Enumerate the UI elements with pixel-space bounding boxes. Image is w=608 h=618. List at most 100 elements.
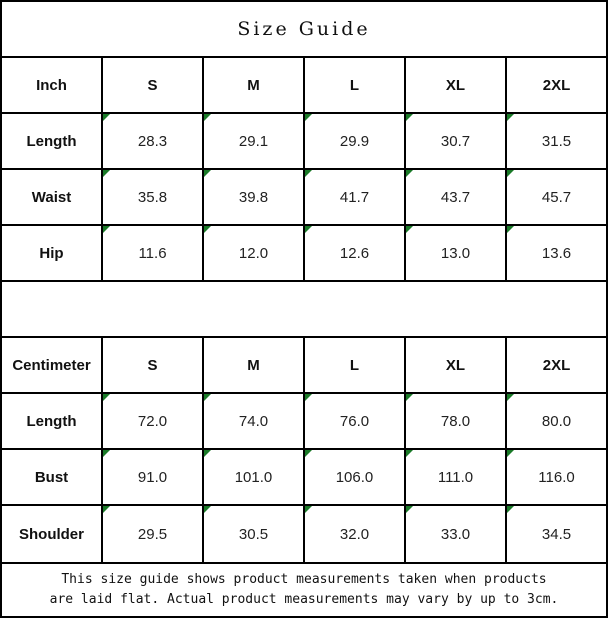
inch-row-label-length: Length — [2, 114, 103, 168]
green-corner-flag-icon — [507, 170, 514, 177]
centimeter-shoulder-xl: 33.0 — [406, 506, 507, 562]
green-corner-flag-icon — [305, 114, 312, 121]
centimeter-shoulder-2xl: 34.5 — [507, 506, 606, 562]
cell-value: 33.0 — [440, 525, 471, 543]
size-guide-footnote: This size guide shows product measuremen… — [2, 562, 606, 616]
green-corner-flag-icon — [507, 394, 514, 401]
green-corner-flag-icon — [103, 394, 110, 401]
cell-value: 31.5 — [541, 132, 572, 150]
cell-value: 12.6 — [339, 244, 370, 262]
green-corner-flag-icon — [204, 226, 211, 233]
inch-row-label-hip: Hip — [2, 226, 103, 280]
centimeter-col-header-2xl: 2XL — [542, 356, 571, 374]
inch-waist-xl: 43.7 — [406, 170, 507, 224]
cell-value: 29.9 — [339, 132, 370, 150]
cell-value: 13.6 — [541, 244, 572, 262]
centimeter-table: Centimeter S M L XL 2XL Length 72.0 74.0… — [2, 338, 606, 562]
centimeter-shoulder-m: 30.5 — [204, 506, 305, 562]
centimeter-row-label-bust: Bust — [2, 450, 103, 504]
green-corner-flag-icon — [507, 226, 514, 233]
table-row: Waist 35.8 39.8 41.7 43.7 45.7 — [2, 170, 606, 226]
green-corner-flag-icon — [406, 226, 413, 233]
inch-hip-l: 12.6 — [305, 226, 406, 280]
green-corner-flag-icon — [305, 226, 312, 233]
inch-col-header-2xl: 2XL — [542, 76, 571, 94]
green-corner-flag-icon — [305, 170, 312, 177]
inch-length-2xl: 31.5 — [507, 114, 606, 168]
table-row: Length 28.3 29.1 29.9 30.7 31.5 — [2, 114, 606, 170]
cell-value: 30.7 — [440, 132, 471, 150]
inch-table: Inch S M L XL 2XL Length 28.3 29.1 29.9 … — [2, 58, 606, 282]
table-row: Length 72.0 74.0 76.0 78.0 80.0 — [2, 394, 606, 450]
green-corner-flag-icon — [204, 170, 211, 177]
cell-value: 13.0 — [440, 244, 471, 262]
size-guide-title-row: Size Guide — [2, 2, 606, 58]
table-row: Bust 91.0 101.0 106.0 111.0 116.0 — [2, 450, 606, 506]
green-corner-flag-icon — [507, 450, 514, 457]
inch-length-xl: 30.7 — [406, 114, 507, 168]
cell-value: 29.1 — [238, 132, 269, 150]
cell-value: 12.0 — [238, 244, 269, 262]
cell-value: 32.0 — [339, 525, 370, 543]
green-corner-flag-icon — [406, 394, 413, 401]
cell-value: 91.0 — [137, 468, 168, 486]
inch-col-header-xl: XL — [406, 58, 507, 112]
centimeter-row-label-shoulder: Shoulder — [2, 506, 103, 562]
cell-value: 30.5 — [238, 525, 269, 543]
centimeter-shoulder-l: 32.0 — [305, 506, 406, 562]
inch-waist-l: 41.7 — [305, 170, 406, 224]
cell-value: 39.8 — [238, 188, 269, 206]
cell-value: 116.0 — [538, 468, 575, 486]
inch-hip-xl: 13.0 — [406, 226, 507, 280]
inch-header-row: Inch S M L XL 2XL — [2, 58, 606, 114]
green-corner-flag-icon — [103, 506, 110, 513]
green-corner-flag-icon — [406, 114, 413, 121]
centimeter-unit-header: Centimeter — [2, 338, 103, 392]
cell-value: 28.3 — [137, 132, 168, 150]
table-row: Shoulder 29.5 30.5 32.0 33.0 34.5 — [2, 506, 606, 562]
green-corner-flag-icon — [204, 114, 211, 121]
cell-value: 80.0 — [541, 412, 572, 430]
cell-value: 74.0 — [238, 412, 269, 430]
inch-waist-s: 35.8 — [103, 170, 204, 224]
green-corner-flag-icon — [507, 114, 514, 121]
green-corner-flag-icon — [305, 506, 312, 513]
centimeter-bust-m: 101.0 — [204, 450, 305, 504]
inch-length-s: 28.3 — [103, 114, 204, 168]
green-corner-flag-icon — [204, 450, 211, 457]
cell-value: 43.7 — [440, 188, 471, 206]
table-spacer-row — [2, 282, 606, 338]
cell-value: 72.0 — [137, 412, 168, 430]
centimeter-length-l: 76.0 — [305, 394, 406, 448]
inch-length-m: 29.1 — [204, 114, 305, 168]
inch-length-l: 29.9 — [305, 114, 406, 168]
inch-row-label-waist: Waist — [2, 170, 103, 224]
green-corner-flag-icon — [305, 450, 312, 457]
inch-hip-s: 11.6 — [103, 226, 204, 280]
centimeter-bust-l: 106.0 — [305, 450, 406, 504]
green-corner-flag-icon — [204, 506, 211, 513]
green-corner-flag-icon — [103, 114, 110, 121]
centimeter-bust-2xl: 116.0 — [507, 450, 606, 504]
centimeter-bust-s: 91.0 — [103, 450, 204, 504]
cell-value: 29.5 — [137, 525, 168, 543]
inch-hip-2xl: 13.6 — [507, 226, 606, 280]
green-corner-flag-icon — [103, 170, 110, 177]
cell-value: 106.0 — [335, 468, 374, 486]
cell-value: 34.5 — [541, 525, 572, 543]
centimeter-row-label-length: Length — [2, 394, 103, 448]
footnote-line-2: are laid flat. Actual product measuremen… — [49, 592, 559, 607]
centimeter-col-header-xl: XL — [406, 338, 507, 392]
green-corner-flag-icon — [103, 226, 110, 233]
centimeter-bust-xl: 111.0 — [406, 450, 507, 504]
cell-value: 101.0 — [234, 468, 273, 486]
green-corner-flag-icon — [204, 394, 211, 401]
cell-value: 76.0 — [339, 412, 370, 430]
inch-waist-2xl: 45.7 — [507, 170, 606, 224]
cell-value: 35.8 — [137, 188, 168, 206]
green-corner-flag-icon — [305, 394, 312, 401]
inch-waist-m: 39.8 — [204, 170, 305, 224]
green-corner-flag-icon — [406, 170, 413, 177]
green-corner-flag-icon — [103, 450, 110, 457]
green-corner-flag-icon — [507, 506, 514, 513]
